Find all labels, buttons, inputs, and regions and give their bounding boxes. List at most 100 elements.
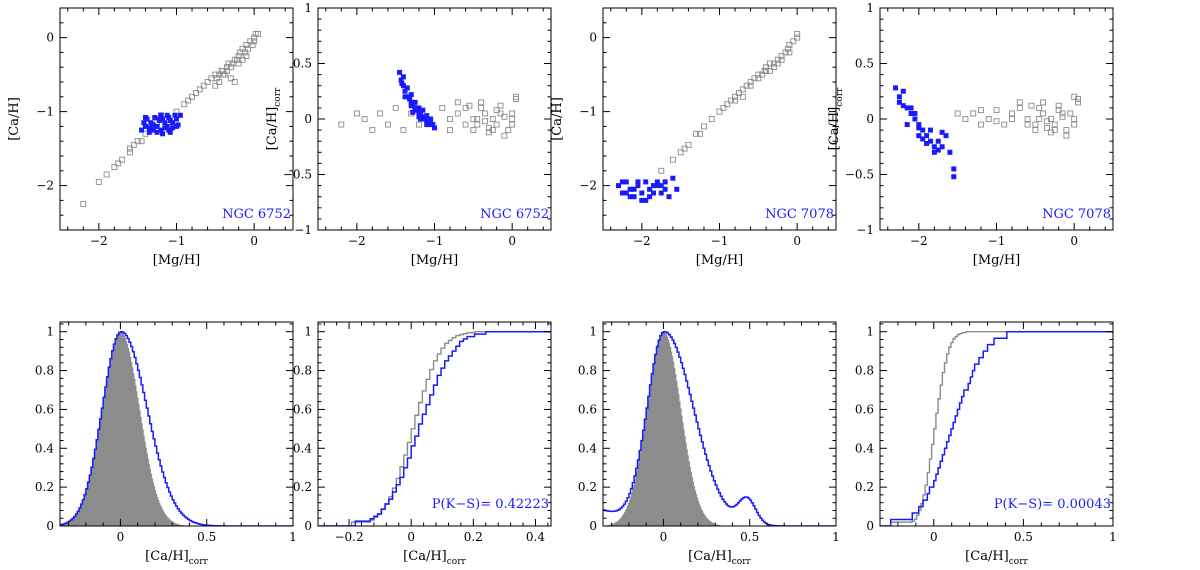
field-point	[482, 118, 488, 125]
field-point	[103, 171, 110, 178]
cluster-point	[943, 133, 949, 139]
field-point	[786, 42, 793, 48]
y-tick-label: 0	[304, 519, 312, 533]
field-point	[1063, 127, 1070, 134]
y-tick-label: 0	[46, 519, 54, 533]
cluster-point	[920, 136, 926, 142]
field-point	[677, 149, 684, 156]
x-tick-label: 0.5	[1014, 530, 1033, 544]
y-tick-label: −2	[36, 179, 54, 193]
field-point	[732, 93, 738, 100]
cluster-point	[158, 112, 164, 118]
x-axis-label-main: [Ca/H]	[145, 549, 189, 564]
cluster-point	[428, 116, 434, 122]
cluster-point	[399, 80, 405, 86]
x-tick-label: 0.5	[740, 530, 759, 544]
field-point	[115, 160, 122, 167]
cluster-point	[900, 103, 906, 109]
cluster-point	[658, 190, 664, 196]
field-point	[716, 108, 723, 115]
field-point	[732, 97, 738, 104]
plot-area	[60, 330, 293, 526]
axes-frame	[602, 7, 837, 231]
cluster-point	[920, 127, 926, 133]
cluster-point	[927, 127, 933, 133]
field-point	[220, 71, 227, 78]
field-point	[790, 38, 797, 45]
cluster-point	[912, 116, 918, 122]
field-point	[255, 30, 262, 37]
cluster-point	[404, 85, 410, 91]
field-point	[462, 121, 469, 128]
y-tick-label: 1	[866, 1, 874, 15]
x-tick-label: 0	[117, 530, 125, 544]
field-histogram	[603, 331, 836, 526]
cluster-point	[619, 179, 625, 185]
field-point	[239, 56, 246, 63]
y-tick-label: 0.6	[293, 402, 312, 416]
field-point	[227, 75, 234, 82]
field-point	[478, 99, 485, 106]
field-point	[1009, 110, 1015, 117]
y-tick-label: 1	[46, 325, 54, 339]
annotation: P(K−S)= 0.00043	[994, 497, 1111, 512]
field-point	[235, 53, 242, 60]
axes-frame	[879, 321, 1114, 527]
cluster-point	[904, 105, 910, 111]
field-point	[1051, 121, 1058, 128]
field-point	[755, 71, 762, 78]
x-tick-label: −2	[348, 234, 366, 248]
field-point	[1024, 116, 1031, 122]
x-tick-label: 0	[660, 530, 668, 544]
panel-p4: −2 −1 0 −1 −0.5 0 0.5 1 [Mg/H] [Ca/H]corr NGC 7078	[827, 1, 1114, 268]
ticks	[603, 7, 836, 231]
cluster-point	[908, 105, 914, 111]
cluster-point	[904, 122, 910, 128]
cluster-point	[407, 96, 413, 102]
y-tick-label: 0.4	[293, 441, 312, 455]
field-point	[767, 60, 773, 67]
field-point	[774, 56, 781, 63]
panel-p3: −2 −1 0 −2 −1 0 [Mg/H] [Ca/H] NGC 7078	[550, 7, 837, 268]
x-tick-label: 0	[793, 234, 801, 248]
field-point	[216, 79, 223, 85]
axes-frame	[59, 321, 294, 527]
field-point	[243, 53, 250, 60]
field-point	[763, 64, 770, 71]
y-tick-label: −2	[579, 179, 597, 193]
cluster-point	[158, 127, 164, 133]
cluster-point	[170, 120, 176, 126]
y-tick-label: −0.5	[845, 168, 874, 182]
y-axis-label-sub: corr	[835, 87, 845, 107]
cluster-point	[647, 186, 653, 192]
field-point	[192, 90, 199, 97]
cluster-point	[142, 115, 148, 121]
series-ngc-7078	[616, 175, 680, 203]
cluster-point	[931, 144, 937, 150]
field-point	[111, 164, 118, 171]
series-field	[80, 30, 262, 208]
y-tick-label: 0.8	[35, 364, 54, 378]
field-point	[478, 104, 485, 111]
cluster-point	[162, 120, 168, 126]
field-point	[770, 64, 777, 71]
field-point	[1036, 104, 1043, 111]
cluster-point	[654, 183, 660, 189]
series-field	[954, 93, 1082, 139]
field-point	[189, 93, 195, 100]
field-point	[138, 138, 145, 145]
annotation: NGC 6752	[480, 207, 549, 222]
series-ngc-6752	[139, 112, 183, 137]
y-tick-label: 0.2	[578, 480, 597, 494]
field-point	[786, 49, 793, 56]
cluster-point	[666, 194, 672, 200]
field-point	[353, 110, 360, 117]
field-point	[778, 53, 785, 60]
cluster-point	[150, 127, 156, 133]
cluster-point	[662, 186, 668, 192]
cluster-point	[162, 125, 168, 131]
annotation: NGC 6752	[222, 207, 291, 222]
field-point	[681, 145, 688, 152]
cluster-point	[927, 138, 933, 144]
cluster-point	[951, 166, 957, 172]
